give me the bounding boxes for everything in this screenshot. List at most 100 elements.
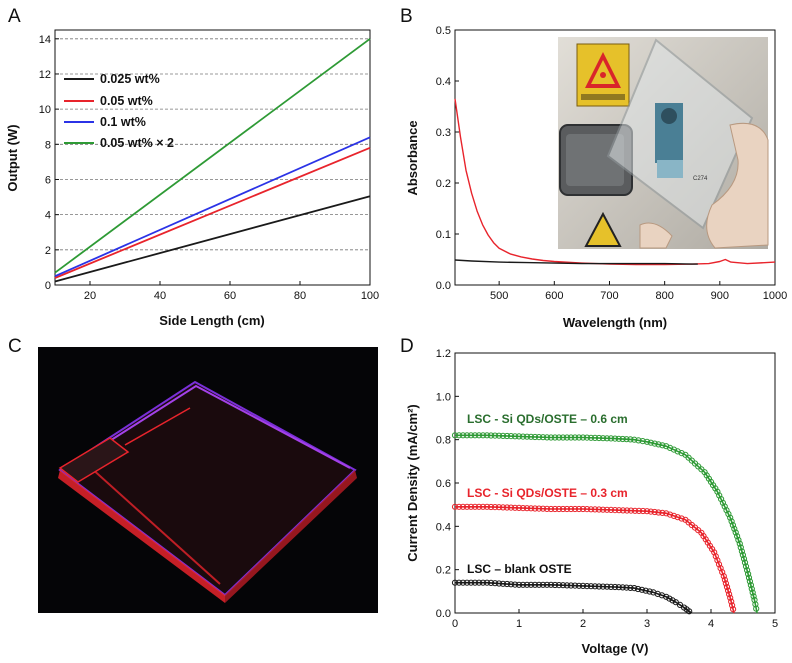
jv-point [674, 448, 681, 455]
panel-a-grid [55, 38, 370, 251]
jv-point [719, 569, 726, 576]
y-tick-label: 0 [45, 280, 51, 292]
photo-laser-icon [600, 72, 606, 78]
photo-plate-label: C274 [693, 176, 708, 182]
jv-point [495, 504, 503, 511]
jv-point [515, 581, 523, 588]
y-tick-label: 0.1 [436, 229, 451, 241]
y-tick-label: 0.0 [436, 608, 451, 620]
jv-point [543, 434, 551, 441]
jv-point [563, 434, 571, 441]
jv-point [571, 582, 579, 589]
jv-point [723, 583, 731, 591]
jv-point [551, 505, 559, 513]
output-line-0 [54, 195, 371, 283]
jv-point [539, 581, 547, 588]
panel-d-series [451, 432, 760, 615]
y-tick-label: 0.0 [436, 280, 451, 292]
x-tick-label: 1 [516, 618, 522, 630]
jv-point [571, 434, 579, 441]
jv-point [751, 596, 758, 604]
jv-point [655, 441, 662, 448]
jv-point [451, 503, 459, 510]
jv-point [714, 557, 721, 564]
jv-point [745, 574, 753, 581]
jv-point [647, 508, 654, 515]
jv-point [587, 434, 595, 441]
jv-point [619, 507, 627, 514]
panel-c-letter: C [8, 336, 22, 357]
output-line-3 [54, 38, 371, 274]
jv-point [635, 437, 642, 444]
jv-point [611, 583, 619, 591]
jv-point [711, 549, 718, 556]
jv-point [659, 442, 666, 449]
series-label-blank: LSC – blank OSTE [467, 562, 572, 576]
panel-b-xlabel: Wavelength (nm) [563, 315, 667, 330]
panel-a-frame [54, 29, 371, 286]
jv-point [479, 432, 487, 439]
jv-point [627, 436, 634, 443]
x-tick-label: 600 [545, 290, 563, 302]
jv-point [659, 509, 666, 517]
jv-point [475, 432, 483, 439]
jv-point [571, 505, 579, 513]
jv-point [599, 435, 607, 442]
jv-point [663, 510, 670, 517]
panel-d-xlabel: Voltage (V) [582, 641, 649, 656]
jv-point [507, 581, 515, 588]
lsc-solar-cell [58, 437, 130, 483]
jv-point [712, 553, 719, 560]
jv-point [746, 578, 754, 585]
jv-point [567, 582, 575, 589]
jv-point [670, 512, 678, 520]
jv-point [579, 505, 587, 513]
x-tick-label: 80 [294, 290, 306, 302]
jv-point [731, 525, 738, 532]
jv-point [575, 582, 583, 589]
x-tick-label: 20 [84, 290, 96, 302]
jv-point [543, 505, 551, 512]
jv-point [670, 446, 678, 453]
jv-point [734, 533, 741, 540]
jv-point [599, 506, 607, 513]
panel-d-letter: D [400, 336, 414, 357]
jv-point [559, 434, 567, 441]
jv-point [607, 435, 615, 442]
jv-point [615, 584, 622, 591]
jv-point [753, 605, 760, 612]
y-tick-label: 0.2 [436, 178, 451, 190]
jv-point [611, 435, 619, 442]
jv-point [451, 579, 459, 586]
jv-point [595, 583, 603, 590]
jv-point [623, 436, 630, 443]
jv-point [643, 508, 651, 515]
series-label-06cm: LSC - Si QDs/OSTE – 0.6 cm [467, 412, 628, 426]
jv-point [479, 503, 487, 510]
jv-point [463, 579, 471, 586]
jv-point [503, 432, 511, 440]
jv-point [732, 529, 739, 536]
y-tick-label: 6 [45, 174, 51, 186]
jv-point [646, 588, 653, 595]
jv-point [483, 432, 491, 439]
jv-point [735, 536, 742, 544]
jv-point [631, 436, 638, 443]
jv-point [603, 583, 611, 590]
jv-point [483, 579, 491, 586]
series-label-03cm: LSC - Si QDs/OSTE – 0.3 cm [467, 486, 628, 500]
jv-point [459, 432, 467, 439]
jv-point [527, 505, 535, 512]
jv-point [638, 586, 646, 593]
photo-grey-box-face [566, 134, 624, 186]
jv-point [547, 505, 555, 513]
jv-point [551, 581, 559, 589]
jv-point [634, 585, 642, 593]
jv-point [717, 565, 724, 572]
y-tick-label: 0.3 [436, 127, 451, 139]
jv-point [579, 434, 587, 441]
jv-point [559, 505, 567, 513]
jv-point [752, 601, 759, 608]
jv-point [583, 434, 591, 441]
y-tick-label: 10 [39, 104, 51, 116]
